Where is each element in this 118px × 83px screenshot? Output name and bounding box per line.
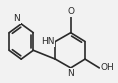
Text: N: N: [13, 14, 20, 23]
Text: HN: HN: [41, 37, 54, 46]
Text: O: O: [67, 7, 74, 16]
Text: N: N: [67, 69, 74, 78]
Text: OH: OH: [100, 63, 114, 72]
